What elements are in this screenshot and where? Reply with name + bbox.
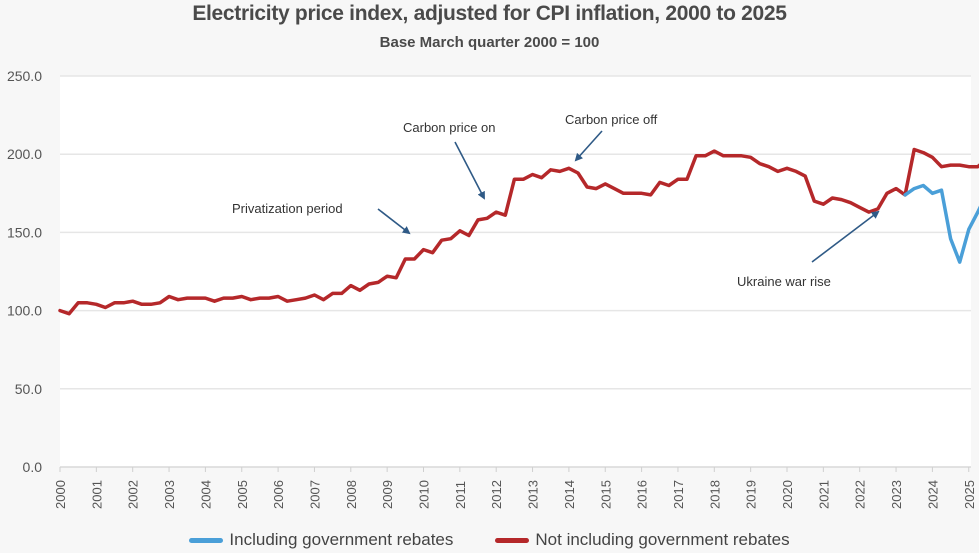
x-tick-label: 2024 [925, 480, 940, 509]
y-tick-label: 150.0 [7, 224, 42, 240]
x-tick-label: 2002 [126, 480, 141, 509]
x-tick-label: 2021 [816, 480, 831, 509]
annotation-carbon-off-arrow [574, 130, 603, 162]
x-tick-label: 2003 [162, 480, 177, 509]
y-tick-label: 250.0 [7, 68, 42, 84]
legend: Including government rebates Not includi… [0, 530, 979, 550]
chart-title: Electricity price index, adjusted for CP… [192, 2, 787, 25]
x-tick-label: 2004 [198, 480, 213, 509]
legend-item-not-including-rebates: Not including government rebates [495, 530, 790, 550]
x-tick-label: 2018 [707, 480, 722, 509]
annotation-carbon-on-arrow [454, 141, 485, 200]
annotation-carbon-on: Carbon price on [403, 120, 496, 135]
x-tick-label: 2005 [235, 480, 250, 509]
legend-item-including-rebates: Including government rebates [189, 530, 453, 550]
x-tick-label: 2000 [53, 480, 68, 509]
legend-label-not-including-rebates: Not including government rebates [535, 530, 790, 549]
series-line-not-including-rebates [58, 147, 979, 316]
annotation-carbon-off: Carbon price off [565, 112, 658, 127]
x-tick-label: 2010 [417, 480, 432, 509]
x-tick-label: 2019 [744, 480, 759, 509]
gridlines [60, 75, 971, 390]
y-axis: 0.0 50.0 100.0 150.0 200.0 250.0 [7, 68, 42, 475]
annotation-ukraine: Ukraine war rise [737, 274, 831, 289]
series-lines [58, 147, 979, 316]
x-tick-label: 2009 [380, 480, 395, 509]
x-tick-label: 2017 [671, 480, 686, 509]
x-tick-label: 2013 [526, 480, 541, 509]
x-tick-label: 2006 [271, 480, 286, 509]
annotation-privatization-arrow [377, 208, 411, 235]
annotations: Privatization period Carbon price on Car… [232, 112, 880, 289]
x-tick-label: 2016 [635, 480, 650, 509]
x-tick-label: 2011 [453, 481, 468, 509]
y-tick-label: 0.0 [23, 459, 43, 475]
x-tick-label: 2007 [307, 480, 322, 509]
x-tick-label: 2012 [489, 480, 504, 509]
x-tick-label: 2022 [853, 480, 868, 509]
annotation-ukraine-arrow [811, 210, 880, 263]
legend-swatch-red [495, 537, 530, 543]
x-tick-label: 2020 [780, 480, 795, 509]
y-tick-label: 100.0 [7, 303, 42, 319]
legend-swatch-blue [189, 537, 224, 543]
x-tick-label: 2015 [598, 480, 613, 509]
x-tick-label: 2001 [89, 480, 104, 509]
chart-subtitle: Base March quarter 2000 = 100 [379, 34, 600, 51]
legend-label-including-rebates: Including government rebates [229, 530, 454, 549]
x-tick-label: 2023 [889, 480, 904, 509]
x-axis: 2000 2001 2002 2003 2004 2005 2006 2007 2008 2009… [53, 466, 977, 509]
x-tick-label: 2008 [344, 480, 359, 509]
x-tick-label: 2025 [962, 480, 977, 509]
y-tick-label: 200.0 [7, 146, 42, 162]
y-tick-label: 50.0 [15, 381, 42, 397]
plot-area [60, 76, 971, 467]
x-tick-label: 2014 [562, 480, 577, 509]
annotation-privatization: Privatization period [232, 201, 343, 216]
series-line-including-rebates [903, 183, 979, 264]
